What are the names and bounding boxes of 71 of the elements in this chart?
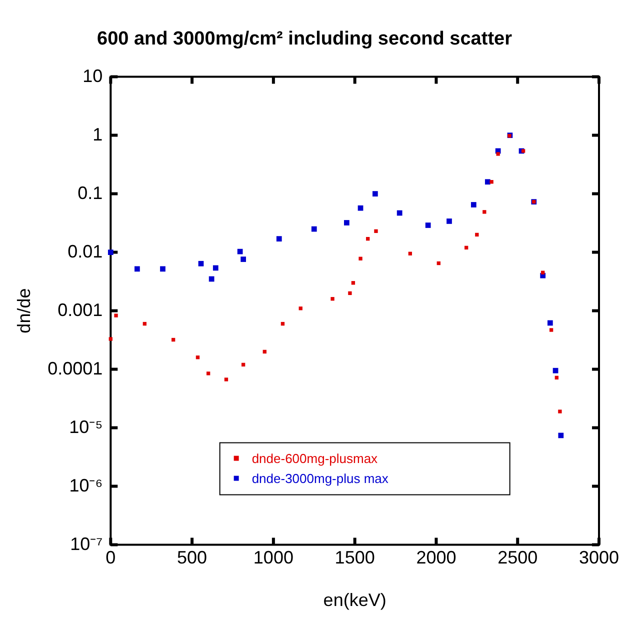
point xyxy=(558,410,562,414)
y-tick-label: 0.0001 xyxy=(48,358,103,378)
point xyxy=(344,220,350,226)
point xyxy=(224,378,228,382)
x-tick-label: 1000 xyxy=(253,548,294,568)
point xyxy=(108,337,112,341)
point xyxy=(351,281,356,285)
point xyxy=(160,266,166,272)
point xyxy=(358,205,364,211)
x-tick-label: 500 xyxy=(177,548,208,568)
point xyxy=(521,149,526,153)
point xyxy=(482,210,486,214)
y-axis-title: dn/de xyxy=(14,288,34,334)
point xyxy=(366,236,370,241)
point xyxy=(311,226,317,232)
y-tick-label: 10⁻⁶ xyxy=(69,475,103,496)
y-tick-label: 0.1 xyxy=(78,182,103,203)
y-tick-label: 10⁻⁵ xyxy=(69,416,103,437)
point xyxy=(171,338,176,342)
point xyxy=(196,356,200,360)
point xyxy=(348,291,352,296)
y-tick-label: 10⁻⁷ xyxy=(70,534,103,554)
x-axis-title: en(keV) xyxy=(323,590,386,610)
point xyxy=(374,229,378,233)
point xyxy=(436,261,440,266)
point xyxy=(198,260,204,266)
point xyxy=(446,218,452,224)
point xyxy=(408,252,412,256)
point xyxy=(276,236,282,242)
point xyxy=(475,232,479,237)
x-tick-label: 2000 xyxy=(416,548,456,568)
point xyxy=(237,248,243,254)
point xyxy=(396,210,402,216)
chart-title: 600 and 3000mg/cm² including second scatter xyxy=(97,28,513,50)
point xyxy=(558,432,564,438)
point xyxy=(114,314,118,318)
y-tick-label: 0.001 xyxy=(58,300,103,320)
point xyxy=(358,256,362,260)
x-tick-label: 0 xyxy=(106,548,116,568)
x-tick-label: 3000 xyxy=(578,548,620,568)
y-tick-label: 1 xyxy=(92,124,103,144)
point xyxy=(496,152,500,156)
legend-label: dnde-600mg-plusmax xyxy=(252,450,378,466)
point xyxy=(142,322,147,326)
point xyxy=(552,368,558,374)
point xyxy=(464,246,468,250)
point xyxy=(208,276,214,282)
point xyxy=(470,202,476,208)
point xyxy=(549,328,554,332)
point xyxy=(241,362,246,367)
point xyxy=(372,191,378,196)
point xyxy=(108,250,114,255)
point xyxy=(541,270,545,274)
y-tick-label: 0.01 xyxy=(68,241,103,262)
point xyxy=(262,350,266,354)
point xyxy=(547,320,553,326)
point xyxy=(298,306,302,310)
point xyxy=(212,265,218,271)
point xyxy=(490,180,494,184)
point xyxy=(134,266,140,272)
x-tick-label: 1500 xyxy=(334,548,375,568)
point xyxy=(554,376,559,380)
point xyxy=(484,179,490,185)
point xyxy=(280,322,285,326)
point xyxy=(425,222,431,228)
point xyxy=(206,372,210,376)
y-tick-label: 10 xyxy=(82,66,103,86)
point xyxy=(330,297,334,301)
x-tick-label: 2500 xyxy=(498,548,538,568)
point xyxy=(240,256,246,262)
legend-label: dnde-3000mg-plus max xyxy=(252,470,389,486)
